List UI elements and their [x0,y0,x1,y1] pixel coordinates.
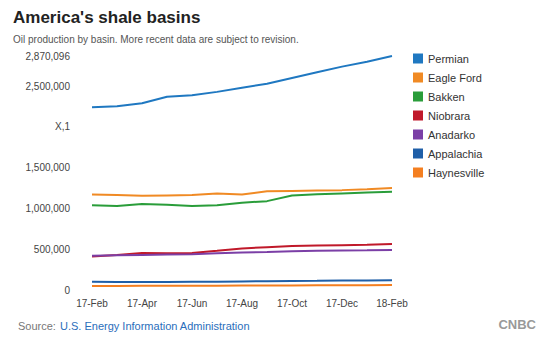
svg-text:X,1: X,1 [55,121,70,132]
svg-text:Eagle Ford: Eagle Ford [428,72,482,84]
svg-text:17-Dec: 17-Dec [326,298,358,309]
svg-text:Niobrara: Niobrara [428,110,471,122]
svg-text:Oil production by basin. More: Oil production by basin. More recent dat… [13,34,299,45]
svg-text:18-Feb: 18-Feb [376,298,408,309]
svg-text:2,500,000: 2,500,000 [26,81,71,92]
svg-text:Anadarko: Anadarko [428,129,475,141]
svg-text:Permian: Permian [428,53,469,65]
svg-text:2,870,096: 2,870,096 [26,51,71,62]
svg-text:Source:: Source: [18,320,56,332]
svg-text:Haynesville: Haynesville [428,167,484,179]
svg-text:1,000,000: 1,000,000 [26,203,71,214]
svg-text:Bakken: Bakken [428,91,465,103]
svg-text:17-Feb: 17-Feb [76,298,108,309]
svg-text:Appalachia: Appalachia [428,148,483,160]
svg-text:17-Apr: 17-Apr [127,298,158,309]
svg-text:America's shale basins: America's shale basins [13,8,200,27]
svg-text:500,000: 500,000 [34,244,71,255]
svg-text:17-Oct: 17-Oct [277,298,307,309]
svg-text:CNBC: CNBC [498,317,536,332]
svg-text:17-Aug: 17-Aug [226,298,258,309]
svg-text:U.S. Energy Information Admini: U.S. Energy Information Administration [60,320,250,332]
svg-text:17-Jun: 17-Jun [177,298,208,309]
svg-text:0: 0 [64,285,70,296]
svg-text:1,500,000: 1,500,000 [26,162,71,173]
